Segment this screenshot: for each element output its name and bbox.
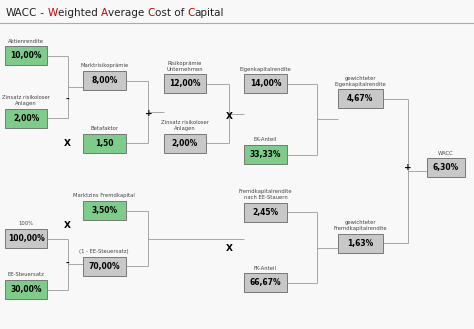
- Text: 66,67%: 66,67%: [250, 278, 281, 288]
- Text: 10,00%: 10,00%: [10, 51, 42, 61]
- FancyBboxPatch shape: [83, 257, 126, 276]
- FancyBboxPatch shape: [244, 74, 287, 93]
- Text: gewichteter
Eigenkapitalrendite: gewichteter Eigenkapitalrendite: [334, 76, 386, 87]
- Text: X: X: [64, 221, 71, 230]
- Text: WACC: WACC: [6, 8, 37, 18]
- FancyBboxPatch shape: [244, 273, 287, 292]
- FancyBboxPatch shape: [5, 280, 47, 299]
- FancyBboxPatch shape: [5, 46, 47, 65]
- Text: Zinsatz risikoloser
Anlagen: Zinsatz risikoloser Anlagen: [2, 95, 50, 106]
- Text: 2,00%: 2,00%: [172, 139, 198, 148]
- Text: A: A: [100, 8, 108, 18]
- Text: Marktrisikoprämie: Marktrisikoprämie: [80, 63, 128, 68]
- FancyBboxPatch shape: [337, 234, 383, 253]
- Text: Risikoprämie
Unternehmen: Risikoprämie Unternehmen: [166, 61, 203, 72]
- Text: X: X: [64, 139, 71, 148]
- Text: eighted: eighted: [57, 8, 100, 18]
- Text: -: -: [66, 95, 70, 104]
- Text: Fremdkapitalrendite
nach EE-Stauern: Fremdkapitalrendite nach EE-Stauern: [238, 189, 292, 200]
- FancyBboxPatch shape: [5, 229, 47, 248]
- Text: 12,00%: 12,00%: [169, 79, 201, 89]
- FancyBboxPatch shape: [164, 134, 206, 153]
- Text: 1,63%: 1,63%: [347, 239, 374, 248]
- Text: apital: apital: [194, 8, 224, 18]
- Text: 2,00%: 2,00%: [13, 114, 39, 123]
- Text: 100%: 100%: [18, 221, 34, 226]
- Text: gewichteter
Fremdkapitalrendite: gewichteter Fremdkapitalrendite: [333, 220, 387, 231]
- Text: verage: verage: [108, 8, 147, 18]
- Text: 1,50: 1,50: [95, 139, 114, 148]
- FancyBboxPatch shape: [83, 201, 126, 220]
- Text: 100,00%: 100,00%: [8, 234, 45, 243]
- Text: Eigenkapitalrendite: Eigenkapitalrendite: [239, 67, 292, 72]
- Text: W: W: [47, 8, 57, 18]
- Text: 14,00%: 14,00%: [250, 79, 281, 89]
- Text: Zinsatz risikoloser
Anlagen: Zinsatz risikoloser Anlagen: [161, 120, 209, 131]
- Text: 4,67%: 4,67%: [347, 94, 374, 103]
- Text: EE-Steuersatz: EE-Steuersatz: [8, 272, 45, 277]
- Text: 6,30%: 6,30%: [432, 163, 459, 172]
- Text: Betafaktor: Betafaktor: [90, 126, 118, 131]
- FancyBboxPatch shape: [244, 203, 287, 222]
- Text: FK-Anteil: FK-Anteil: [254, 266, 277, 271]
- FancyBboxPatch shape: [427, 158, 465, 177]
- FancyBboxPatch shape: [164, 74, 206, 93]
- Text: 70,00%: 70,00%: [89, 262, 120, 271]
- FancyBboxPatch shape: [244, 145, 287, 164]
- Text: -: -: [37, 8, 47, 18]
- Text: WACC: WACC: [438, 151, 454, 156]
- Text: X: X: [226, 244, 232, 253]
- Text: +: +: [145, 109, 152, 118]
- Text: 30,00%: 30,00%: [10, 285, 42, 294]
- Text: C: C: [147, 8, 155, 18]
- Text: X: X: [226, 112, 232, 121]
- FancyBboxPatch shape: [83, 71, 126, 90]
- Text: -: -: [66, 259, 70, 268]
- Text: ost of: ost of: [155, 8, 187, 18]
- Text: 2,45%: 2,45%: [252, 208, 279, 217]
- Text: 8,00%: 8,00%: [91, 76, 118, 85]
- Text: 3,50%: 3,50%: [91, 206, 118, 215]
- FancyBboxPatch shape: [83, 134, 126, 153]
- Text: (1 - EE-Steuersatz): (1 - EE-Steuersatz): [80, 249, 129, 254]
- Text: Marktzins Fremdkapital: Marktzins Fremdkapital: [73, 193, 135, 198]
- FancyBboxPatch shape: [337, 89, 383, 108]
- Text: EK-Anteil: EK-Anteil: [254, 138, 277, 142]
- Text: +: +: [404, 163, 411, 172]
- FancyBboxPatch shape: [5, 109, 47, 128]
- Text: 33,33%: 33,33%: [250, 150, 281, 159]
- Text: C: C: [187, 8, 194, 18]
- Text: Aktienrendite: Aktienrendite: [8, 39, 44, 44]
